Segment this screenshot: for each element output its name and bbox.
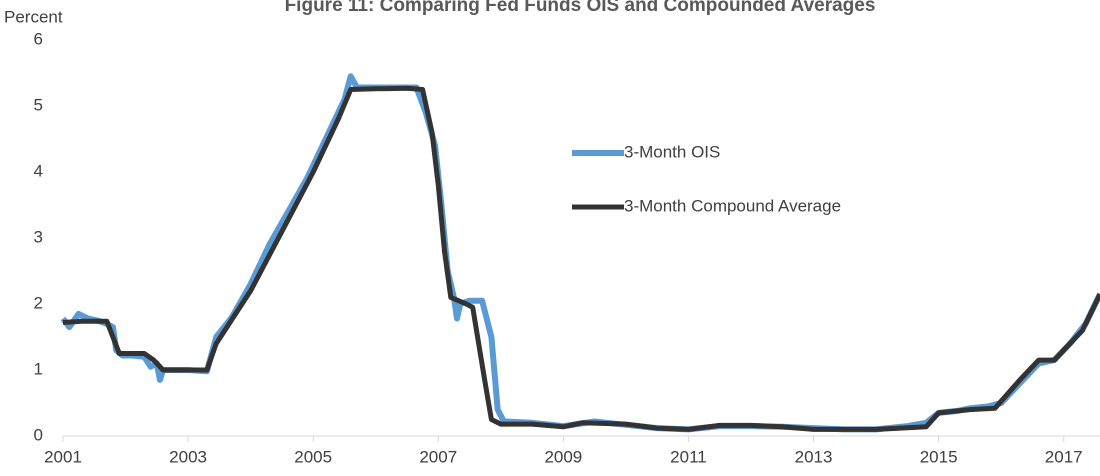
series-line	[62, 85, 1100, 432]
y-tick-label: 0	[34, 425, 43, 444]
legend-label: 3-Month OIS	[624, 142, 720, 161]
x-tick-label: 2015	[920, 447, 958, 466]
y-tick-label: 1	[34, 359, 43, 378]
x-tick-label: 2013	[795, 447, 833, 466]
x-tick-label: 2003	[169, 447, 207, 466]
legend-label: 3-Month Compound Average	[624, 196, 841, 215]
y-tick-label: 5	[34, 95, 43, 114]
series-line	[60, 73, 1100, 433]
x-tick-label: 2005	[294, 447, 332, 466]
y-tick-label: 2	[34, 293, 43, 312]
y-tick-label: 6	[34, 29, 43, 48]
y-tick-label: 4	[34, 161, 43, 180]
x-tick-label: 2009	[544, 447, 582, 466]
y-axis-label: Percent	[4, 7, 63, 26]
y-tick-label: 3	[34, 227, 43, 246]
chart-title: Figure 11: Comparing Fed Funds OIS and C…	[285, 0, 876, 16]
x-tick-label: 2007	[419, 447, 457, 466]
x-tick-label: 2001	[44, 447, 82, 466]
x-tick-label: 2011	[670, 447, 707, 466]
x-tick-label: 2017	[1045, 447, 1083, 466]
